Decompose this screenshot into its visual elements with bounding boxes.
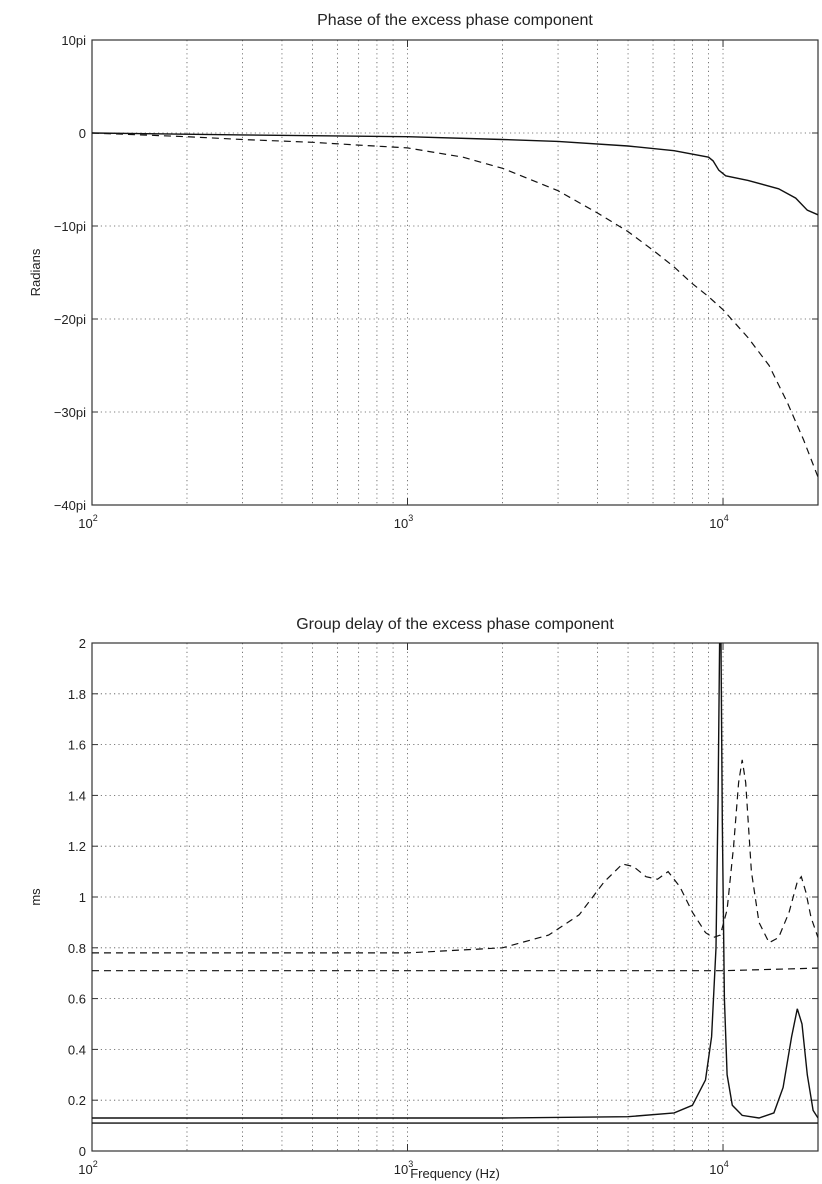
y-axis-label: ms <box>28 888 43 906</box>
y-tick-label: −20pi <box>54 312 86 327</box>
x-tick-label: 104 <box>709 1159 728 1177</box>
x-tick-label: 103 <box>394 1159 413 1177</box>
plot-frame <box>91 39 819 506</box>
y-tick-label: 0.6 <box>68 992 86 1007</box>
y-tick-label: 0 <box>79 126 86 141</box>
x-axis-label: Frequency (Hz) <box>410 1166 500 1181</box>
series-line-dashed <box>92 132 818 478</box>
series-line-dashed <box>92 967 818 972</box>
y-tick-label: −10pi <box>54 219 86 234</box>
y-tick-label: 1.2 <box>68 839 86 854</box>
y-tick-label: 1.4 <box>68 788 86 803</box>
y-axis-label: Radians <box>28 248 43 296</box>
group-delay-chart: 0 0.2 0.4 0.6 0.8 1 1.2 1.4 1.6 1.8 2 102 103 104 Grou… <box>28 616 819 1181</box>
x-tick-label: 104 <box>709 513 728 531</box>
y-tick-label: 0.8 <box>68 941 86 956</box>
series-line-solid <box>92 643 818 1119</box>
y-tick-label: 0 <box>79 1144 86 1159</box>
y-tick-label: −40pi <box>54 498 86 513</box>
series-line-solid <box>92 132 818 216</box>
y-tick-label: 1.6 <box>68 738 86 753</box>
x-tick-label: 103 <box>394 513 413 531</box>
y-tick-label: 0.4 <box>68 1042 86 1057</box>
y-tick-label: 1.8 <box>68 687 86 702</box>
y-tick-label: −30pi <box>54 405 86 420</box>
y-tick-label: 2 <box>79 636 86 651</box>
y-tick-label: 0.2 <box>68 1093 86 1108</box>
x-tick-label: 102 <box>78 513 97 531</box>
series-line-dashed <box>92 759 818 954</box>
y-tick-label: 10pi <box>61 33 86 48</box>
x-tick-label: 102 <box>78 1159 97 1177</box>
chart-title: Phase of the excess phase component <box>317 12 593 29</box>
chart-title: Group delay of the excess phase componen… <box>296 616 614 633</box>
y-tick-label: 1 <box>79 890 86 905</box>
